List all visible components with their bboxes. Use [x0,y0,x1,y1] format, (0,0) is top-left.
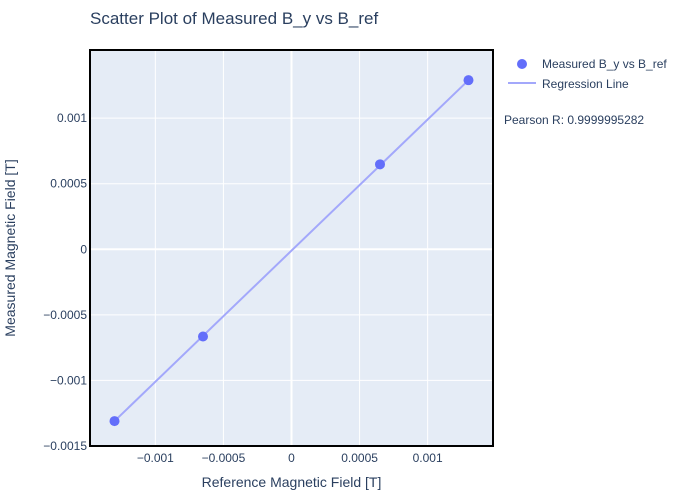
y-tick-label: 0 [80,242,87,256]
x-tick-label: −0.0005 [202,451,246,465]
series-layer [109,75,474,427]
x-tick-label: 0 [288,451,295,465]
legend-item-regression[interactable]: Regression Line [508,77,629,91]
x-tick-label: 0.0005 [341,451,378,465]
x-tick-label: −0.001 [137,451,174,465]
data-point[interactable] [374,159,385,170]
x-tick-label: 0.001 [413,451,443,465]
y-tick-label: −0.001 [50,373,87,387]
legend-label-measured: Measured B_y vs B_ref [542,57,667,71]
legend-marker-icon [517,59,527,69]
y-tick-label: −0.0015 [43,439,87,453]
plot-frame [89,49,494,447]
data-point[interactable] [463,75,474,86]
y-tick-label: 0.001 [57,111,87,125]
data-point[interactable] [198,331,209,342]
pearson-annotation: Pearson R: 0.9999995282 [504,113,644,127]
data-point[interactable] [109,416,120,427]
y-axis-title: Measured Magnetic Field [T] [2,159,18,336]
legend: Measured B_y vs B_ref Regression Line [508,57,667,91]
regression-line [113,79,470,422]
y-tick-label: 0.0005 [50,177,87,191]
chart-title: Scatter Plot of Measured B_y vs B_ref [90,9,378,28]
x-axis-ticks: −0.001 −0.0005 0 0.0005 0.001 [137,451,443,465]
legend-label-regression: Regression Line [542,77,629,91]
y-axis-ticks: −0.0015 −0.001 −0.0005 0 0.0005 0.001 [43,111,87,453]
grid-lines [90,50,493,447]
y-tick-label: −0.0005 [43,308,87,322]
legend-item-measured[interactable]: Measured B_y vs B_ref [517,57,667,71]
x-axis-title: Reference Magnetic Field [T] [202,474,382,490]
